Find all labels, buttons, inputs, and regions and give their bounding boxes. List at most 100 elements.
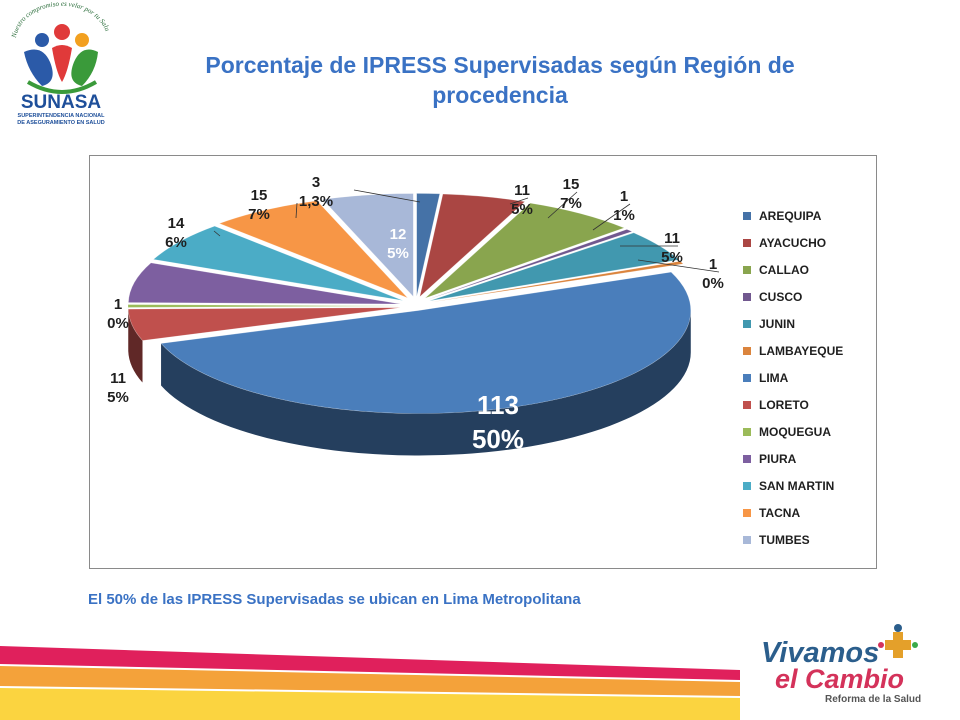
legend-item-junin: JUNIN bbox=[743, 310, 843, 337]
slice-ayacucho bbox=[419, 193, 526, 298]
footer-stripes bbox=[0, 646, 740, 720]
data-label-value-ayacucho: 11 bbox=[514, 182, 530, 199]
page-title: Porcentaje de IPRESS Supervisadas según … bbox=[140, 50, 860, 110]
legend-label-san-martin: SAN MARTIN bbox=[759, 478, 835, 493]
legend-swatch-moquegua bbox=[743, 427, 751, 436]
footer-stripe-orange bbox=[0, 666, 740, 696]
legend-item-cusco: CUSCO bbox=[743, 283, 843, 310]
leader-line-tacna bbox=[295, 202, 298, 219]
data-label-percent-cusco: 1% bbox=[613, 207, 635, 224]
legend-item-tumbes: TUMBES bbox=[743, 526, 843, 553]
legend-label-arequipa: AREQUIPA bbox=[759, 208, 822, 223]
slice-lima-side bbox=[161, 310, 691, 456]
slice-cusco bbox=[427, 229, 633, 300]
data-label-value-junin: 11 bbox=[664, 230, 680, 247]
data-label-value-lambayeque: 1 bbox=[709, 256, 717, 273]
leader-line-ayacucho bbox=[509, 197, 529, 205]
legend-item-ayacucho: AYACUCHO bbox=[743, 229, 843, 256]
legend-item-moquegua: MOQUEGUA bbox=[743, 418, 843, 445]
footer-stripe-yellow bbox=[0, 688, 740, 720]
legend-swatch-loreto bbox=[743, 400, 751, 409]
slice-moquegua bbox=[127, 304, 401, 308]
slice-lambayeque bbox=[430, 260, 684, 303]
slice-arequipa bbox=[416, 193, 441, 297]
data-label-value-arequipa: 3 bbox=[312, 174, 320, 191]
slice-lima bbox=[160, 271, 692, 414]
data-label-value-loreto: 11 bbox=[110, 370, 126, 387]
pie-chart: 3 1,3% 11 5% 15 7% 1 1% 11 5% 1 0% 113 50% 11 5% 1 0% 14 6%… bbox=[107, 174, 724, 456]
legend-label-tumbes: TUMBES bbox=[759, 532, 810, 547]
leader-line-lambayeque bbox=[637, 259, 720, 273]
legend-item-piura: PIURA bbox=[743, 445, 843, 472]
legend-label-tacna: TACNA bbox=[759, 505, 801, 520]
data-label-percent-arequipa: 1,3% bbox=[299, 193, 333, 210]
legend-swatch-san-martin bbox=[743, 481, 751, 490]
slice-san-martin bbox=[152, 225, 403, 301]
legend-swatch-arequipa bbox=[743, 211, 751, 220]
sunasa-subtitle-2: DE ASEGURAMIENTO EN SALUD bbox=[17, 120, 104, 126]
legend-label-loreto: LORETO bbox=[759, 397, 809, 412]
sunasa-name: SUNASA bbox=[21, 92, 102, 113]
leader-line-piura bbox=[213, 230, 221, 237]
data-label-value-lima: 113 bbox=[477, 390, 519, 420]
vivamos-line2: el Cambio bbox=[775, 664, 904, 694]
chart-frame: 3 1,3% 11 5% 15 7% 1 1% 11 5% 1 0% 113 50% 11 5% 1 0% 14 6%… bbox=[89, 155, 877, 569]
legend-item-arequipa: AREQUIPA bbox=[743, 202, 843, 229]
legend-label-junin: JUNIN bbox=[759, 316, 796, 331]
data-label-percent-tacna: 7% bbox=[248, 206, 270, 223]
legend-item-lima: LIMA bbox=[743, 364, 843, 391]
slice-piura bbox=[128, 262, 401, 305]
data-label-value-tumbes: 12 bbox=[390, 226, 407, 243]
data-label-percent-loreto: 5% bbox=[107, 389, 129, 406]
chart-legend: AREQUIPA AYACUCHO CALLAO CUSCO JUNIN LAMBAYEQ… bbox=[743, 202, 843, 553]
data-label-value-moquegua: 1 bbox=[114, 296, 122, 313]
legend-swatch-ayacucho bbox=[743, 238, 751, 247]
legend-label-callao: CALLAO bbox=[759, 262, 809, 277]
title-line-2: procedencia bbox=[432, 82, 568, 108]
data-label-percent-junin: 5% bbox=[661, 249, 683, 266]
vivamos-tagline: Reforma de la Salud bbox=[825, 694, 921, 705]
legend-label-lambayeque: LAMBAYEQUE bbox=[759, 343, 844, 358]
data-label-percent-moquegua: 0% bbox=[107, 315, 129, 332]
data-label-value-callao: 15 bbox=[563, 176, 580, 193]
vivamos-el-cambio-logo: Vivamos el Cambio Reforma de la Salud bbox=[761, 624, 921, 705]
legend-swatch-junin bbox=[743, 319, 751, 328]
slice-callao bbox=[424, 202, 626, 299]
data-label-percent-tumbes: 5% bbox=[387, 245, 409, 262]
legend-swatch-cusco bbox=[743, 292, 751, 301]
sunasa-subtitle-1: SUPERINTENDENCIA NACIONAL bbox=[18, 113, 106, 119]
data-label-value-tacna: 15 bbox=[251, 187, 268, 204]
slice-loreto bbox=[127, 307, 401, 341]
legend-label-lima: LIMA bbox=[759, 370, 789, 385]
chart-caption: El 50% de las IPRESS Supervisadas se ubi… bbox=[88, 591, 581, 608]
vivamos-line1: Vivamos bbox=[761, 637, 879, 669]
leader-line-callao bbox=[547, 191, 578, 219]
legend-label-moquegua: MOQUEGUA bbox=[759, 424, 831, 439]
data-label-percent-callao: 7% bbox=[560, 195, 582, 212]
legend-swatch-callao bbox=[743, 265, 751, 274]
data-label-percent-lambayeque: 0% bbox=[702, 275, 724, 292]
legend-swatch-tumbes bbox=[743, 535, 751, 544]
legend-swatch-piura bbox=[743, 454, 751, 463]
legend-swatch-tacna bbox=[743, 508, 751, 517]
legend-item-lambayeque: LAMBAYEQUE bbox=[743, 337, 843, 364]
data-label-percent-ayacucho: 5% bbox=[511, 201, 533, 218]
legend-label-piura: PIURA bbox=[759, 451, 797, 466]
data-label-percent-lima: 50% bbox=[472, 424, 524, 454]
title-line-1: Porcentaje de IPRESS Supervisadas según … bbox=[205, 52, 795, 78]
legend-swatch-lima bbox=[743, 373, 751, 382]
legend-item-san-martin: SAN MARTIN bbox=[743, 472, 843, 499]
legend-swatch-lambayeque bbox=[743, 346, 751, 355]
leader-line-arequipa bbox=[353, 189, 421, 203]
sunasa-logo: Nuestro compromiso es velar por tu Salud… bbox=[2, 2, 112, 126]
slice-tacna bbox=[218, 200, 408, 299]
data-label-value-piura: 14 bbox=[168, 215, 185, 232]
legend-item-tacna: TACNA bbox=[743, 499, 843, 526]
legend-label-cusco: CUSCO bbox=[759, 289, 803, 304]
legend-label-ayacucho: AYACUCHO bbox=[759, 235, 827, 250]
legend-item-loreto: LORETO bbox=[743, 391, 843, 418]
legend-item-callao: CALLAO bbox=[743, 256, 843, 283]
footer-stripe-pink bbox=[0, 646, 740, 680]
slice-loreto-side bbox=[128, 309, 143, 383]
leader-line-cusco bbox=[592, 203, 631, 231]
